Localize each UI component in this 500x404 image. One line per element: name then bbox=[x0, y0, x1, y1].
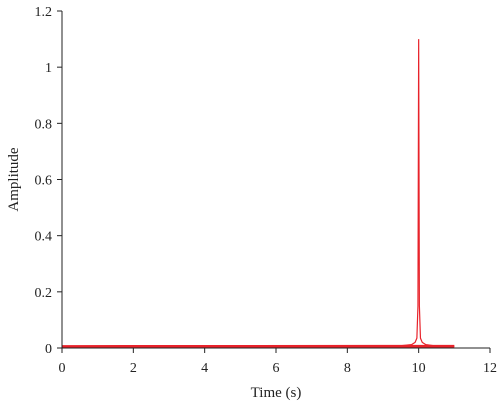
y-tick-label: 0.8 bbox=[35, 117, 53, 132]
series-line-0 bbox=[61, 39, 455, 348]
x-axis-ticks: 0 2 4 6 8 10 12 bbox=[59, 348, 497, 376]
y-axis-label: Amplitude bbox=[6, 147, 22, 212]
x-tick-label: 8 bbox=[344, 361, 351, 376]
plot-area bbox=[61, 39, 455, 349]
x-tick-label: 2 bbox=[130, 361, 137, 376]
y-tick-label: 0.6 bbox=[35, 174, 53, 189]
x-tick-label: 6 bbox=[273, 361, 280, 376]
x-tick-label: 0 bbox=[59, 361, 66, 376]
y-tick-label: 0.2 bbox=[35, 286, 53, 301]
y-tick-label: 0.4 bbox=[35, 230, 53, 245]
y-axis-ticks: 0 0.2 0.4 0.6 0.8 1 1.2 bbox=[35, 5, 62, 357]
x-axis-label: Time (s) bbox=[251, 385, 302, 401]
y-tick-label: 1 bbox=[45, 61, 52, 76]
y-tick-label: 1.2 bbox=[35, 5, 53, 20]
x-tick-label: 12 bbox=[483, 361, 497, 376]
y-tick-label: 0 bbox=[45, 342, 52, 357]
x-tick-label: 4 bbox=[201, 361, 208, 376]
x-tick-label: 10 bbox=[412, 361, 426, 376]
